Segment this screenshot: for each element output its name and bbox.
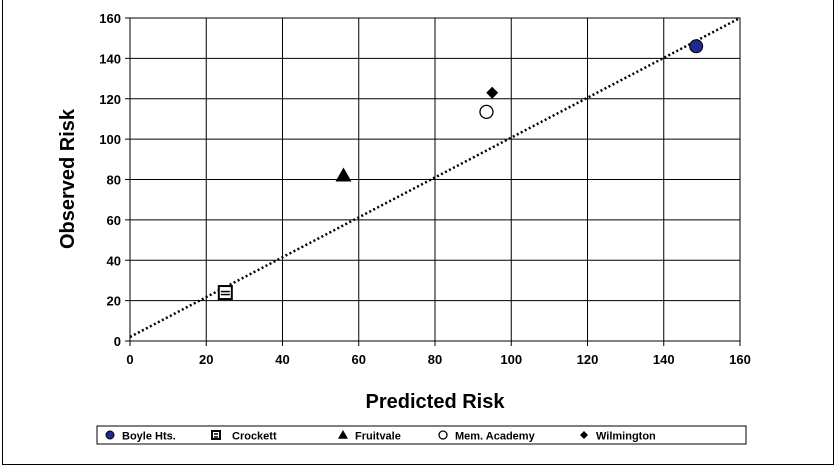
point-fruitvale [335, 167, 352, 182]
point-boyle-hts [689, 39, 704, 54]
x-tick-label: 40 [275, 352, 289, 367]
legend-box [96, 425, 747, 445]
point-wilmington [486, 86, 499, 99]
y-axis-label: Observed Risk [57, 108, 79, 249]
x-tick-label: 160 [729, 352, 751, 367]
x-tick-label: 80 [428, 352, 442, 367]
y-tick-label: 20 [107, 294, 121, 309]
data-points [217, 39, 704, 301]
y-axis-ticks: 0 20 40 60 80 100 120 140 160 [99, 11, 130, 349]
legend-marker-mem-academy [438, 430, 448, 440]
y-tick-label: 60 [107, 213, 121, 228]
legend-label-mem-academy: Mem. Academy [455, 431, 536, 443]
legend-marker-wilmington [580, 431, 588, 439]
y-tick-label: 160 [99, 11, 121, 26]
x-tick-label: 120 [577, 352, 599, 367]
point-crockett [217, 285, 233, 301]
x-tick-label: 20 [199, 352, 213, 367]
y-tick-label: 0 [114, 334, 121, 349]
legend-label-wilmington: Wilmington [596, 431, 656, 443]
x-tick-label: 0 [126, 352, 133, 367]
y-tick-label: 140 [99, 51, 121, 66]
y-tick-label: 40 [107, 253, 121, 268]
legend: Boyle Hts. Crockett Fruitvale Mem. Academy W… [96, 425, 747, 445]
x-tick-label: 140 [653, 352, 675, 367]
legend-marker-fruitvale [338, 430, 348, 439]
x-tick-label: 100 [500, 352, 522, 367]
x-axis-label: Predicted Risk [366, 391, 506, 413]
x-axis-ticks: 0 20 40 60 80 100 120 140 160 [126, 341, 751, 367]
point-mem-academy [479, 104, 494, 120]
legend-label-crockett: Crockett [232, 431, 277, 443]
y-tick-label: 80 [107, 173, 121, 188]
y-tick-label: 100 [99, 132, 121, 147]
y-tick-label: 120 [99, 92, 121, 107]
legend-label-fruitvale: Fruitvale [355, 431, 401, 443]
legend-marker-boyle-hts [105, 430, 115, 440]
x-tick-label: 60 [352, 352, 366, 367]
legend-marker-crockett [211, 430, 221, 440]
legend-label-boyle-hts: Boyle Hts. [122, 431, 176, 443]
